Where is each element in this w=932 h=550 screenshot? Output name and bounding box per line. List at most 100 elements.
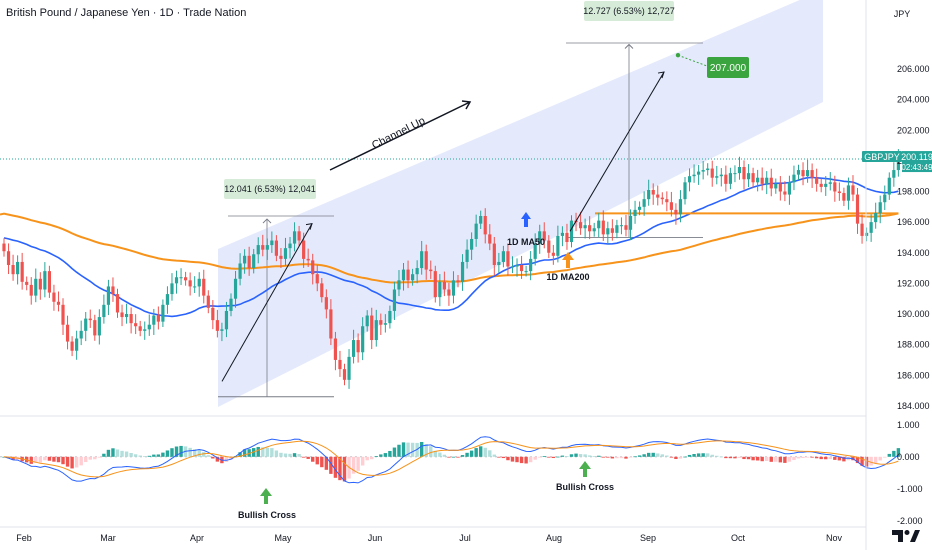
candle-body (588, 225, 592, 232)
candle (411, 268, 415, 286)
candle-body (174, 277, 179, 284)
macd-histogram-bar (106, 449, 111, 457)
candle (415, 260, 419, 284)
macd-histogram-bar (542, 456, 546, 457)
candle (628, 209, 633, 241)
macd-histogram-bar (524, 456, 528, 464)
macd-histogram-bar (724, 456, 728, 459)
macd-histogram-bar (610, 456, 615, 459)
candle-body (324, 297, 328, 310)
macd-histogram-bar (692, 454, 696, 457)
candle (297, 225, 301, 246)
macd-signal-line (3, 440, 899, 478)
candle (597, 212, 601, 238)
candle (706, 163, 710, 176)
macd-histogram-bar (283, 453, 288, 457)
trend-arrow-1 (221, 223, 313, 382)
candle-body (79, 330, 83, 339)
candle-body (270, 240, 274, 246)
candle-body (896, 159, 900, 171)
macd-histogram-bar (801, 456, 805, 459)
candle-body (597, 220, 601, 229)
candle (342, 363, 347, 386)
candle-body (315, 274, 319, 284)
candle-body (429, 269, 433, 272)
candle (324, 289, 328, 319)
candle (56, 291, 61, 312)
candle (379, 313, 383, 335)
macd-tick-label: 1.000 (897, 420, 920, 430)
candle (34, 268, 38, 303)
candle-body (311, 260, 315, 275)
candle (20, 252, 24, 290)
candle-body (488, 234, 492, 244)
macd-histogram-bar (392, 447, 397, 457)
candle (25, 276, 29, 291)
macd-histogram-bar (774, 456, 778, 462)
bullish-cross-arrow-1 (260, 488, 272, 504)
macd-histogram-bar (810, 456, 814, 458)
candle-body (329, 309, 333, 339)
candle (479, 210, 483, 230)
candle (456, 274, 460, 288)
candle-body (52, 292, 56, 302)
macd-histogram-bar (206, 455, 210, 457)
macd-histogram-bar (88, 456, 92, 460)
measure2-label-box (584, 1, 674, 21)
candle (833, 175, 837, 202)
candle (651, 183, 655, 205)
macd-histogram-bar (528, 456, 533, 463)
candle-body (638, 206, 642, 210)
candle (519, 255, 524, 279)
price-tick-label: 192.000 (897, 278, 930, 288)
candle (97, 309, 101, 345)
macd-histogram-bar (651, 452, 655, 457)
candle (656, 185, 660, 206)
macd-histogram-bar (329, 456, 333, 474)
candle (678, 190, 683, 223)
macd-histogram-bar (860, 456, 864, 466)
candle-body (256, 245, 260, 255)
candle-body (801, 170, 805, 177)
macd-histogram-bar (583, 454, 587, 457)
candle-body (742, 167, 746, 180)
time-tick-label: Apr (190, 533, 204, 543)
candle (442, 271, 446, 297)
candle-body (710, 168, 714, 178)
macd-histogram-bar (365, 456, 369, 461)
macd-histogram-bar (669, 456, 674, 458)
candle-body (292, 231, 297, 244)
candle (147, 314, 151, 336)
candle-body (656, 194, 660, 198)
candle (633, 200, 637, 224)
macd-histogram-bar (43, 456, 47, 461)
candle (619, 217, 624, 235)
candle (433, 265, 437, 303)
projection-arrow (569, 71, 665, 232)
price-tick-label: 204.000 (897, 95, 930, 105)
macd-histogram-bar (342, 456, 347, 482)
macd-histogram-bar (619, 456, 624, 459)
candle (529, 251, 533, 281)
candle-body (351, 340, 356, 357)
macd-histogram-bar (878, 456, 882, 461)
trend-arrowhead-1 (305, 223, 313, 230)
macd-histogram-bar (143, 456, 147, 457)
macd-histogram-bar (179, 445, 183, 457)
candle-body (628, 216, 633, 230)
candle (424, 244, 428, 280)
candle-body (783, 191, 787, 195)
macd-histogram-bar (351, 456, 356, 474)
price-tick-label: 184.000 (897, 401, 930, 411)
candle-body (65, 324, 70, 342)
macd-histogram-bar (56, 456, 61, 463)
bullish-cross-arrow-2 (579, 461, 591, 477)
time-tick-label: Nov (826, 533, 843, 543)
candle-body (202, 278, 206, 296)
candle-body (533, 243, 537, 259)
candle-body (297, 231, 301, 241)
macd-histogram-bar (855, 456, 860, 464)
candle (642, 191, 646, 216)
candle (606, 221, 610, 245)
